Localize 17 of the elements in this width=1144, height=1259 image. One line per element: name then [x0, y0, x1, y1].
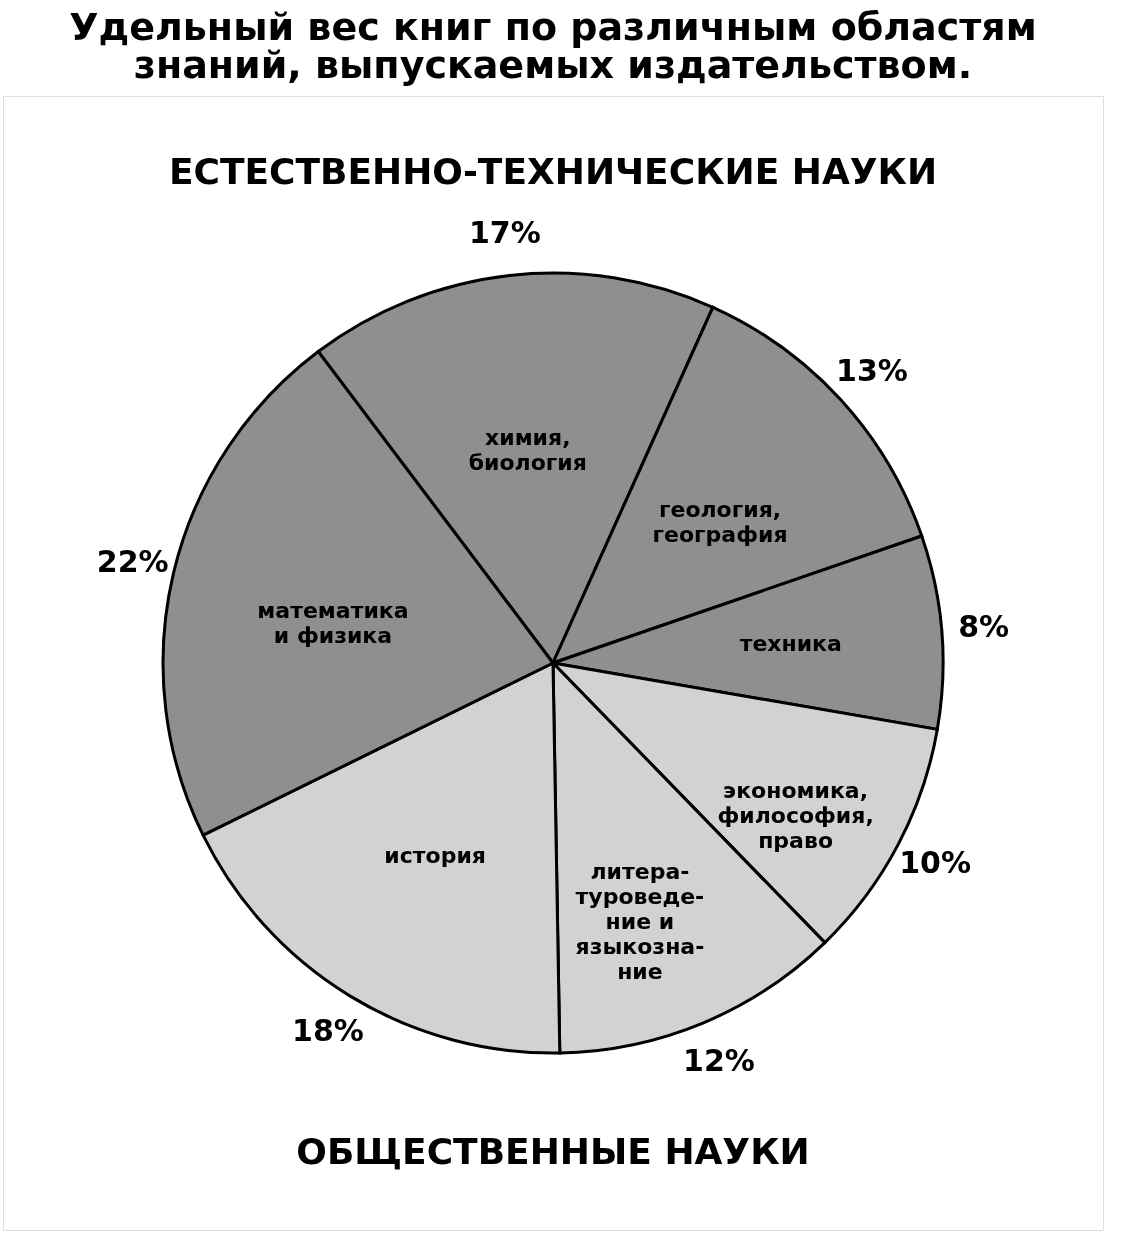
slice-label: история: [384, 843, 486, 869]
chart-title: Удельный вес книг по различным областям знаний, выпускаемых издательством.: [69, 5, 1037, 87]
slice-label: математика и физика: [257, 597, 409, 648]
text: ЕСТЕСТВЕННО-ТЕХНИЧЕСКИЕ НАУКИ: [168, 151, 938, 192]
data-label: 10%: [899, 845, 972, 881]
data-label: 17%: [468, 214, 541, 250]
data-label: 13%: [836, 352, 908, 388]
text: ОБЩЕСТВЕННЫЕ НАУКИ: [296, 1131, 810, 1172]
data-label: 8%: [958, 609, 1010, 645]
slice-label: геология, география: [652, 497, 788, 548]
slice-label: литера- туроведе- ние и языкозна- ние: [575, 858, 705, 984]
data-label: 22%: [96, 543, 169, 579]
slice-label: техника: [739, 630, 842, 656]
slice-label: химия, биология: [468, 425, 587, 476]
data-label: 12%: [683, 1042, 755, 1078]
data-label: 18%: [292, 1012, 364, 1048]
slice-label: экономика, философия, право: [717, 777, 874, 853]
